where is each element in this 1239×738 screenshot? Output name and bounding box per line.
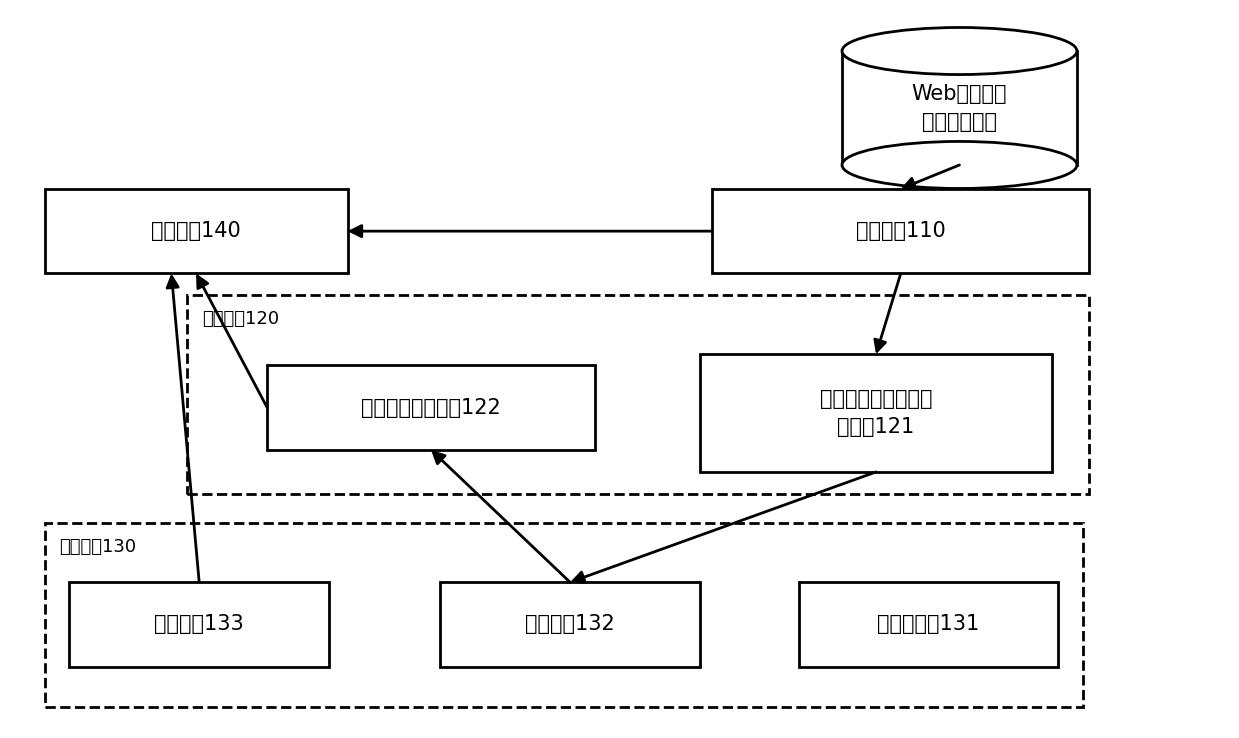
Text: 数据模块120: 数据模块120 (202, 310, 279, 328)
FancyBboxPatch shape (45, 189, 347, 273)
FancyBboxPatch shape (440, 582, 700, 666)
FancyBboxPatch shape (712, 189, 1089, 273)
FancyBboxPatch shape (69, 582, 330, 666)
FancyBboxPatch shape (799, 582, 1058, 666)
Text: 初始化单元131: 初始化单元131 (877, 615, 980, 635)
Text: 接收模块110: 接收模块110 (856, 221, 945, 241)
Text: Web服务响应
时间历史数据: Web服务响应 时间历史数据 (912, 84, 1007, 132)
FancyBboxPatch shape (843, 51, 1077, 165)
FancyBboxPatch shape (187, 295, 1089, 494)
Text: 响应时间历史数据存
储单元121: 响应时间历史数据存 储单元121 (820, 389, 932, 437)
Text: 训练模块130: 训练模块130 (59, 538, 136, 556)
FancyBboxPatch shape (700, 354, 1052, 472)
Text: 补足模块140: 补足模块140 (151, 221, 240, 241)
FancyBboxPatch shape (268, 365, 595, 450)
Text: 训练单元132: 训练单元132 (525, 615, 615, 635)
Ellipse shape (843, 142, 1077, 188)
Text: 补足模型存储单元122: 补足模型存储单元122 (361, 398, 501, 418)
Text: 输出单元133: 输出单元133 (155, 615, 244, 635)
FancyBboxPatch shape (45, 523, 1083, 707)
Ellipse shape (843, 27, 1077, 75)
